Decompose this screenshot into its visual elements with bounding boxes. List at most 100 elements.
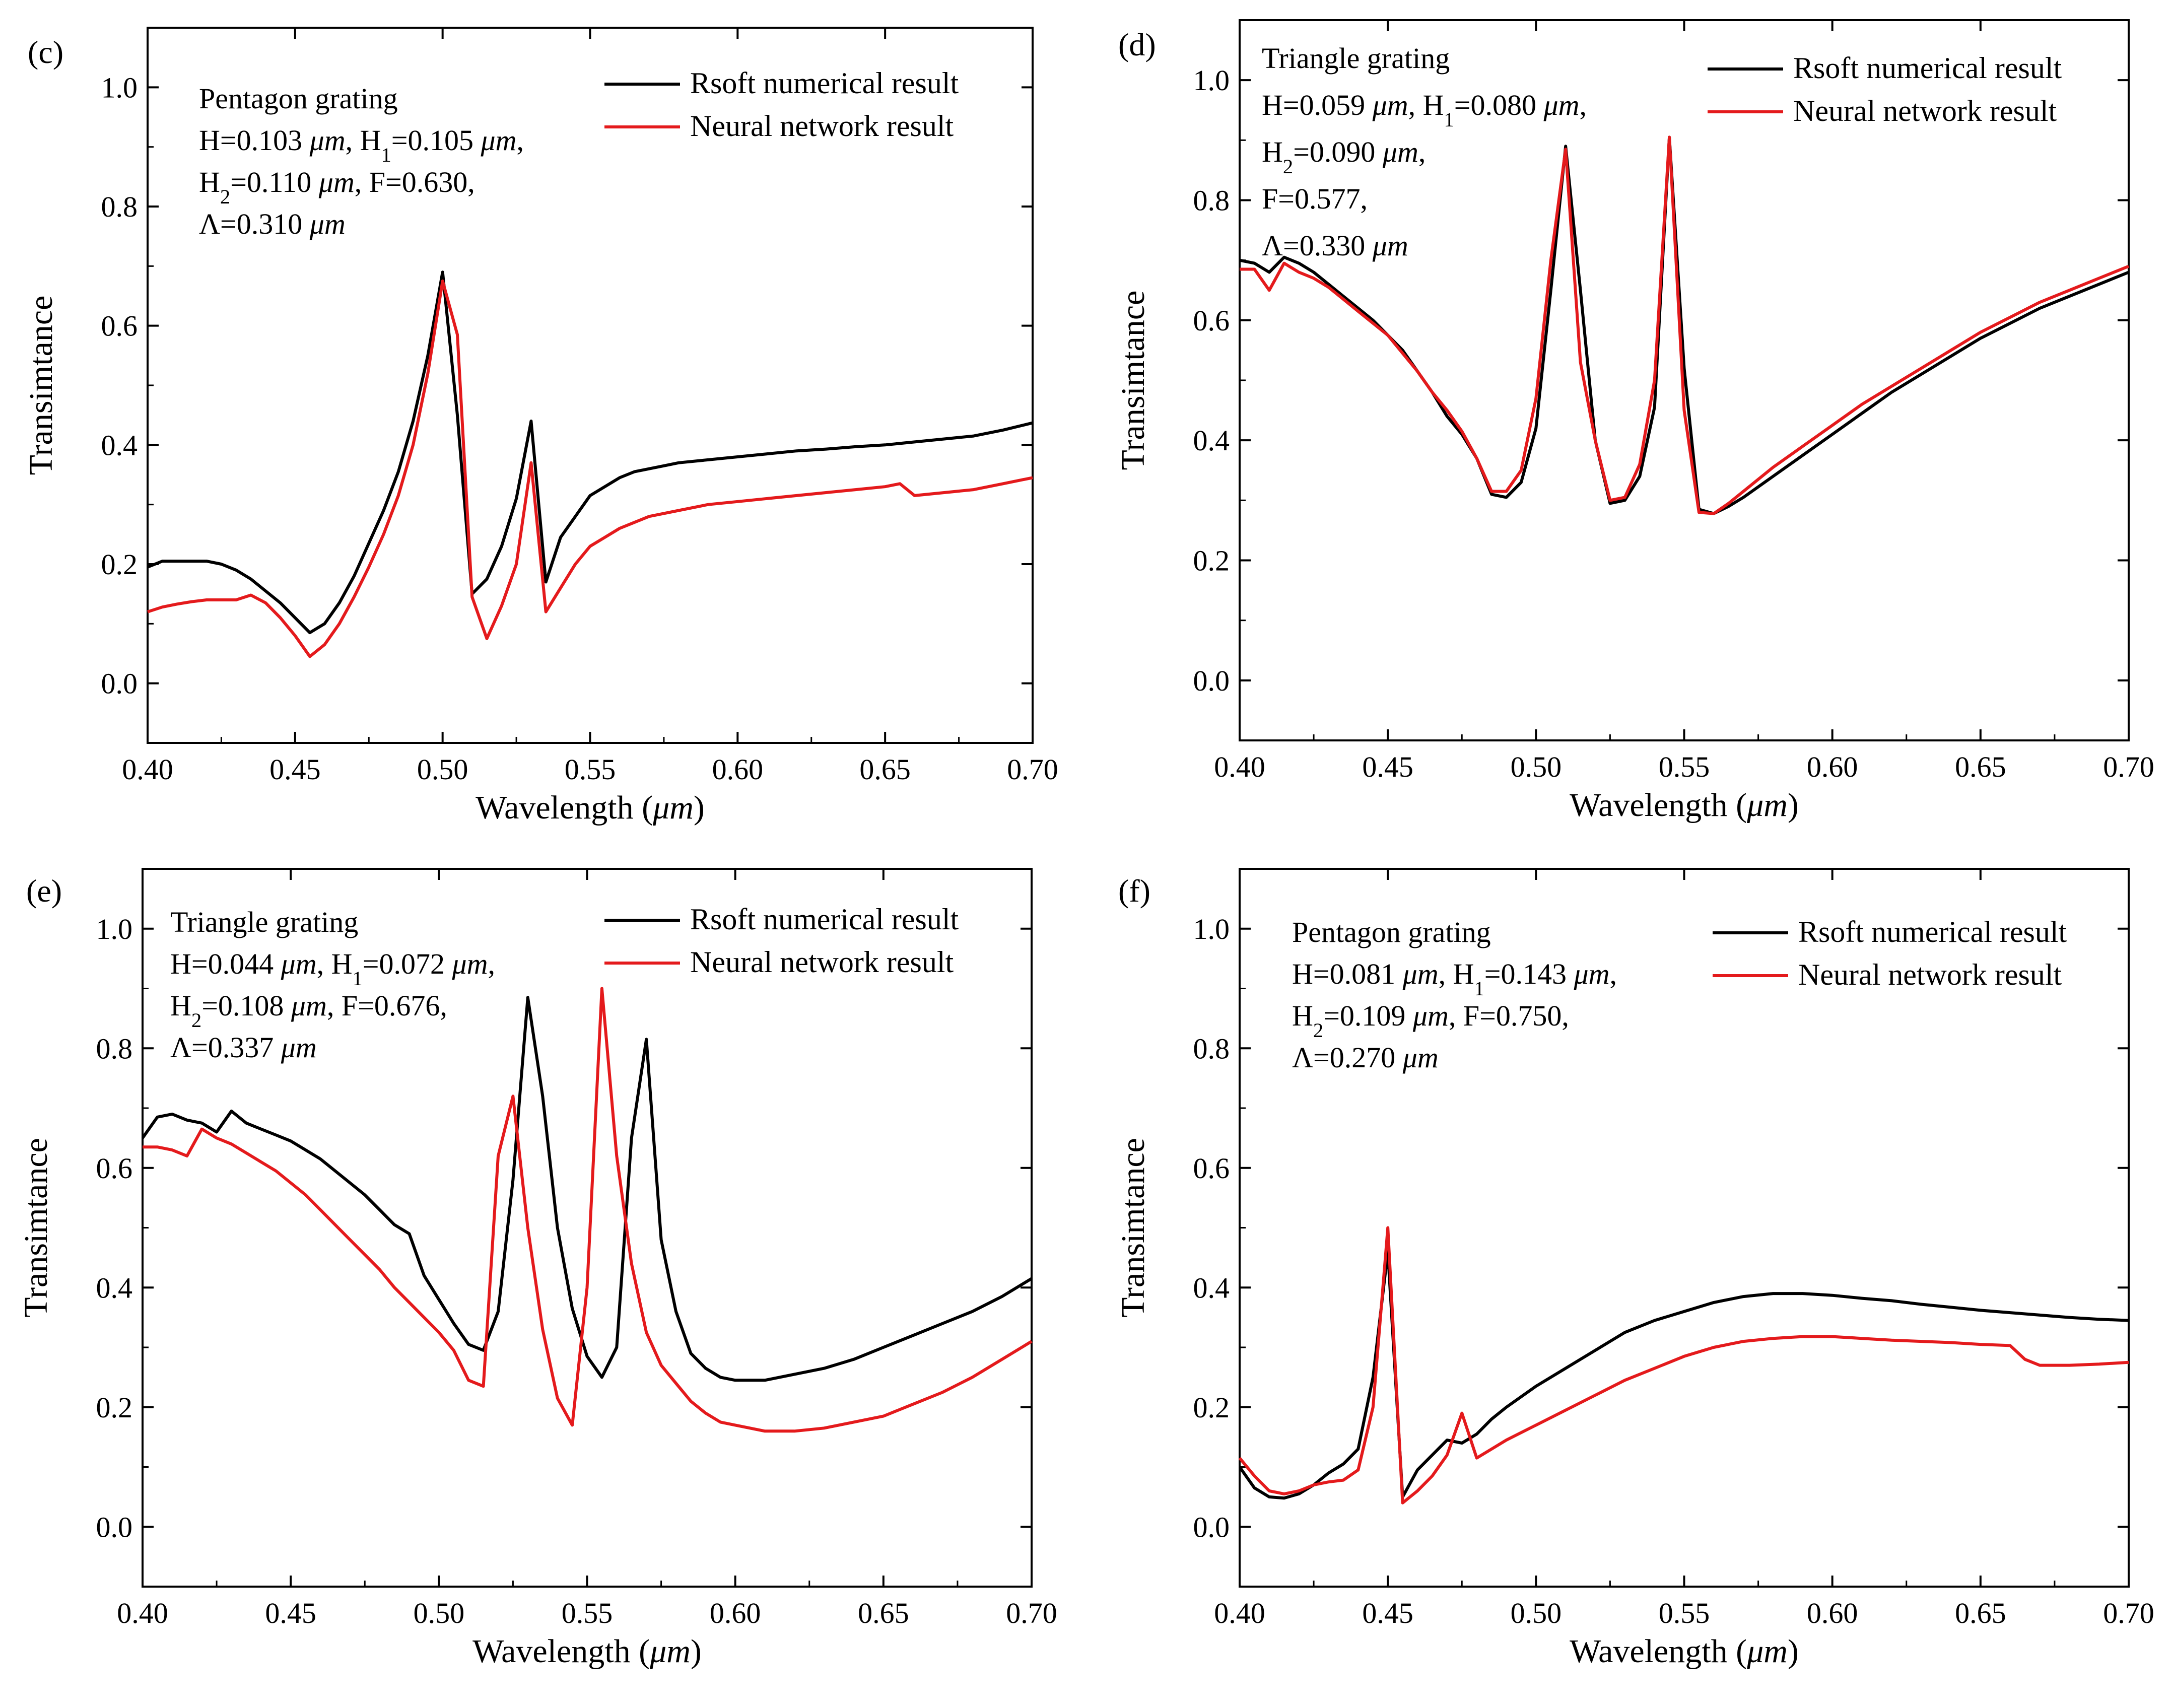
y-tick-label: 0.6 xyxy=(1193,304,1230,337)
y-tick-label: 1.0 xyxy=(101,71,138,104)
annotation-line: H=0.044 μm, H1=0.072 μm, xyxy=(170,947,495,990)
x-tick-label: 0.50 xyxy=(417,753,468,786)
annotation-line: Λ=0.270 μm xyxy=(1292,1041,1439,1074)
x-tick-label: 0.45 xyxy=(1362,1597,1413,1629)
legend-label: Neural network result xyxy=(690,109,954,143)
annotation-line: H2=0.109 μm, F=0.750, xyxy=(1292,999,1569,1042)
annotation-line: Λ=0.330 μm xyxy=(1262,229,1408,262)
x-tick-label: 0.40 xyxy=(1214,750,1265,783)
chart-panel-f: (f) 0.40 0.45 0.50 0.55 0.60 0.65 0.70 0.0 0.2 0.4… xyxy=(1115,868,2154,1670)
x-tick-label: 0.55 xyxy=(565,753,616,786)
series-line-neural xyxy=(143,987,1033,1433)
series-line-neural xyxy=(1240,135,2130,515)
y-tick-label: 0.0 xyxy=(1193,664,1230,697)
y-tick-label: 0.8 xyxy=(96,1032,133,1065)
x-tick-label: 0.65 xyxy=(858,1597,909,1629)
x-tick-label: 0.70 xyxy=(2103,1597,2154,1629)
annotation-line: Triangle grating xyxy=(170,906,358,938)
x-tick-label: 0.50 xyxy=(1511,1597,1562,1629)
x-tick-label: 0.55 xyxy=(562,1597,613,1629)
y-tick-label: 1.0 xyxy=(1193,913,1230,945)
x-tick-label: 0.70 xyxy=(1007,753,1058,786)
x-tick-label: 0.65 xyxy=(859,753,911,786)
y-tick-label: 0.2 xyxy=(96,1391,133,1424)
legend-label: Rsoft numerical result xyxy=(690,903,959,936)
y-tick-label: 0.8 xyxy=(1193,1032,1230,1065)
panel-label: (f) xyxy=(1118,873,1150,909)
legend-label: Rsoft numerical result xyxy=(1793,51,2062,85)
series-line-rsoft xyxy=(1239,135,2130,515)
x-tick-label: 0.50 xyxy=(1511,750,1562,783)
series-line-neural xyxy=(147,279,1033,658)
x-tick-label: 0.60 xyxy=(1807,750,1858,783)
y-tick-label: 0.0 xyxy=(1193,1511,1230,1543)
y-tick-label: 0.4 xyxy=(96,1271,133,1304)
y-tick-label: 0.2 xyxy=(1193,1391,1230,1424)
chart-panel-d: (d) 0.40 0.45 0.50 0.55 0.60 0.65 0.70 0.0 0.2 0.4… xyxy=(1115,19,2154,824)
annotation-line: H=0.081 μm, H1=0.143 μm, xyxy=(1292,958,1617,1000)
y-tick-label: 0.0 xyxy=(101,667,138,700)
x-axis-title: Wavelength (μm) xyxy=(476,789,705,826)
y-tick-label: 1.0 xyxy=(96,913,133,945)
x-tick-label: 0.45 xyxy=(269,753,321,786)
y-axis-title: Transimtance xyxy=(18,1138,54,1318)
x-tick-label: 0.60 xyxy=(712,753,764,786)
y-tick-label: 0.2 xyxy=(101,548,138,581)
legend-label: Neural network result xyxy=(1793,94,2057,127)
y-tick-label: 0.8 xyxy=(101,190,138,223)
y-tick-label: 0.0 xyxy=(96,1511,133,1543)
x-tick-label: 0.45 xyxy=(1362,750,1413,783)
annotation-line: Λ=0.310 μm xyxy=(199,208,346,240)
annotation-line: H2=0.108 μm, F=0.676, xyxy=(170,989,447,1032)
x-tick-label: 0.40 xyxy=(122,753,173,786)
x-axis-title: Wavelength (μm) xyxy=(1570,787,1799,824)
y-tick-label: 0.6 xyxy=(96,1152,133,1185)
annotation-line: H=0.059 μm, H1=0.080 μm, xyxy=(1262,89,1587,131)
panel-label: (e) xyxy=(26,873,62,909)
x-axis-title: Wavelength (μm) xyxy=(1570,1633,1799,1670)
y-tick-label: 0.6 xyxy=(101,310,138,343)
x-tick-label: 0.55 xyxy=(1659,1597,1710,1629)
legend-label: Rsoft numerical result xyxy=(690,66,959,100)
chart-panel-c: (c) 0.40 0.45 0.50 0.55 0.60 0.65 0.70 0.0 0.2 0.4… xyxy=(23,27,1058,826)
x-tick-label: 0.70 xyxy=(2103,750,2154,783)
x-tick-label: 0.70 xyxy=(1006,1597,1057,1629)
annotation-line: F=0.577, xyxy=(1262,182,1368,215)
annotation-line: H2=0.090 μm, xyxy=(1262,135,1426,178)
x-tick-label: 0.45 xyxy=(265,1597,316,1629)
panel-label: (c) xyxy=(28,34,63,70)
x-tick-label: 0.55 xyxy=(1659,750,1710,783)
y-tick-label: 0.4 xyxy=(1193,424,1230,457)
series-line-neural xyxy=(1238,1226,2129,1505)
series-line-rsoft xyxy=(147,270,1033,635)
annotation-line: H2=0.110 μm, F=0.630, xyxy=(199,166,475,208)
x-tick-label: 0.40 xyxy=(117,1597,168,1629)
chart-panel-e: (e) 0.40 0.45 0.50 0.55 0.60 0.65 0.70 0.0 0.2 0.4… xyxy=(18,868,1057,1670)
legend-label: Neural network result xyxy=(1798,958,2062,991)
legend-label: Neural network result xyxy=(690,945,954,979)
series-line-rsoft xyxy=(141,996,1033,1382)
y-tick-label: 0.6 xyxy=(1193,1152,1230,1185)
annotation-line: Pentagon grating xyxy=(1292,916,1491,948)
y-tick-label: 0.4 xyxy=(101,429,138,461)
annotation-line: Pentagon grating xyxy=(199,82,398,115)
y-axis-title: Transimtance xyxy=(1115,1138,1151,1318)
x-tick-label: 0.40 xyxy=(1214,1597,1265,1629)
y-tick-label: 0.8 xyxy=(1193,184,1230,217)
x-tick-label: 0.60 xyxy=(710,1597,761,1629)
y-tick-label: 0.4 xyxy=(1193,1271,1230,1304)
annotation-line: Λ=0.337 μm xyxy=(170,1031,317,1064)
x-tick-label: 0.50 xyxy=(414,1597,465,1629)
annotation-line: Triangle grating xyxy=(1262,42,1450,75)
panel-label: (d) xyxy=(1118,27,1156,62)
x-axis-title: Wavelength (μm) xyxy=(472,1633,702,1670)
y-tick-label: 1.0 xyxy=(1193,64,1230,97)
y-axis-title: Transimtance xyxy=(23,296,59,475)
x-tick-label: 0.65 xyxy=(1955,750,2006,783)
y-axis-title: Transimtance xyxy=(1115,291,1151,470)
annotation-line: H=0.103 μm, H1=0.105 μm, xyxy=(199,124,524,166)
y-tick-label: 0.2 xyxy=(1193,544,1230,577)
x-tick-label: 0.65 xyxy=(1955,1597,2006,1629)
series-line-rsoft xyxy=(1238,1250,2129,1500)
